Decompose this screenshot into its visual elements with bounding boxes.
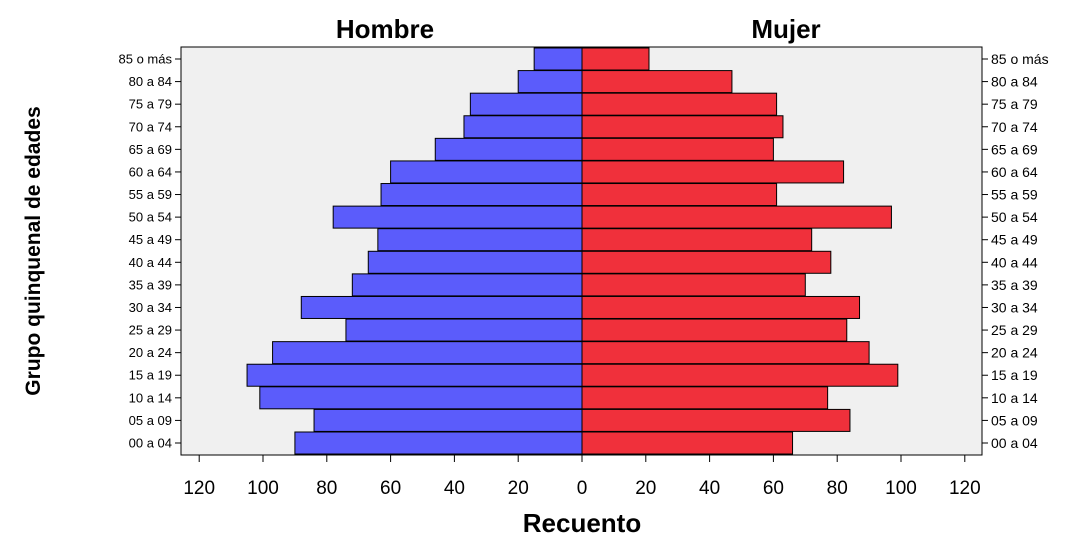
bar-mujer: [581, 386, 829, 410]
x-tick-label: 20: [635, 478, 656, 499]
x-tick-label: 120: [949, 478, 981, 499]
y-tick-label-right: 45 a 49: [991, 232, 1038, 248]
bar-hombre: [345, 318, 583, 342]
x-tick-label: 20: [508, 478, 529, 499]
bar-hombre: [469, 92, 583, 116]
y-tick-label-right: 20 a 24: [991, 345, 1038, 361]
y-tick-label-left: 70 a 74: [129, 119, 172, 134]
x-tick-label: 40: [444, 478, 465, 499]
y-tick-label-right: 10 a 14: [991, 390, 1038, 406]
bar-mujer: [581, 273, 806, 297]
x-tick-label: 0: [577, 478, 588, 499]
panel-title-right: Mujer: [751, 14, 820, 44]
x-tick-label: 120: [183, 478, 215, 499]
x-tick-label: 100: [885, 478, 917, 499]
bar-hombre: [517, 70, 583, 94]
y-tick-label-right: 25 a 29: [991, 322, 1038, 338]
y-tick-label-left: 00 a 04: [129, 436, 172, 451]
x-tick-label: 60: [763, 478, 784, 499]
x-axis-title: Recuento: [523, 508, 641, 538]
bar-hombre: [332, 205, 583, 229]
y-tick-label-left: 15 a 19: [129, 368, 172, 383]
bar-mujer: [581, 47, 650, 71]
bar-mujer: [581, 295, 861, 319]
bar-hombre: [294, 431, 583, 455]
y-tick-label-left: 55 a 59: [129, 187, 172, 202]
y-axis-title: Grupo quinquenal de edades: [22, 106, 45, 395]
bar-mujer: [581, 228, 813, 252]
y-tick-label-left: 20 a 24: [129, 345, 172, 360]
y-ticks-group: 85 o más 85 o más 80 a 84 80 a 84 75 a 79 75 …: [119, 51, 1049, 451]
bar-mujer: [581, 250, 832, 274]
bar-hombre: [533, 47, 583, 71]
y-tick-label-left: 80 a 84: [129, 74, 172, 89]
x-ticks-group: 120 100 80 60 40 20 0 20 40 60 80 100 120: [183, 455, 981, 499]
x-tick-label: 80: [827, 478, 848, 499]
y-tick-label-right: 35 a 39: [991, 277, 1038, 293]
bar-mujer: [581, 341, 870, 365]
y-tick-label-left: 30 a 34: [129, 300, 172, 315]
bar-mujer: [581, 137, 774, 161]
x-tick-label: 80: [316, 478, 337, 499]
y-tick-label-right: 85 o más: [991, 51, 1049, 67]
y-tick-label-left: 50 a 54: [129, 210, 172, 225]
bar-hombre: [380, 183, 583, 207]
bar-hombre: [246, 363, 583, 387]
bar-mujer: [581, 115, 784, 139]
bar-mujer: [581, 183, 778, 207]
y-tick-label-right: 40 a 44: [991, 254, 1038, 270]
y-tick-label-right: 75 a 79: [991, 96, 1038, 112]
y-tick-label-left: 25 a 29: [129, 323, 172, 338]
x-tick-label: 60: [380, 478, 401, 499]
y-tick-label-left: 65 a 69: [129, 142, 172, 157]
y-tick-label-right: 30 a 34: [991, 299, 1038, 315]
y-tick-label-right: 60 a 64: [991, 164, 1038, 180]
y-tick-label-right: 50 a 54: [991, 209, 1038, 225]
bar-mujer: [581, 408, 851, 432]
y-tick-label-left: 35 a 39: [129, 277, 172, 292]
y-tick-label-right: 55 a 59: [991, 187, 1038, 203]
bar-mujer: [581, 318, 848, 342]
bar-mujer: [581, 363, 899, 387]
y-tick-label-left: 10 a 14: [129, 390, 172, 405]
bar-hombre: [351, 273, 583, 297]
bars-group: [246, 47, 899, 455]
bar-mujer: [581, 160, 845, 184]
bar-hombre: [377, 228, 583, 252]
y-tick-label-right: 65 a 69: [991, 141, 1038, 157]
y-tick-label-left: 05 a 09: [129, 413, 172, 428]
bar-hombre: [434, 137, 583, 161]
bar-mujer: [581, 431, 794, 455]
bar-hombre: [300, 295, 583, 319]
y-tick-label-right: 70 a 74: [991, 119, 1038, 135]
y-tick-label-left: 75 a 79: [129, 97, 172, 112]
y-tick-label-left: 60 a 64: [129, 164, 172, 179]
y-tick-label-left: 45 a 49: [129, 232, 172, 247]
y-tick-label-left: 85 o más: [119, 52, 173, 67]
panel-title-left: Hombre: [336, 14, 434, 44]
bar-hombre: [272, 341, 583, 365]
y-tick-label-right: 80 a 84: [991, 74, 1038, 90]
y-tick-label-left: 40 a 44: [129, 255, 172, 270]
bar-hombre: [313, 408, 583, 432]
bar-mujer: [581, 70, 733, 94]
bar-hombre: [390, 160, 583, 184]
y-tick-label-right: 00 a 04: [991, 435, 1038, 451]
y-tick-label-right: 15 a 19: [991, 367, 1038, 383]
x-tick-label: 100: [247, 478, 279, 499]
bar-hombre: [259, 386, 583, 410]
bar-mujer: [581, 205, 892, 229]
y-tick-label-right: 05 a 09: [991, 412, 1038, 428]
bar-hombre: [367, 250, 583, 274]
x-tick-label: 40: [699, 478, 720, 499]
bar-mujer: [581, 92, 778, 116]
bar-hombre: [463, 115, 583, 139]
